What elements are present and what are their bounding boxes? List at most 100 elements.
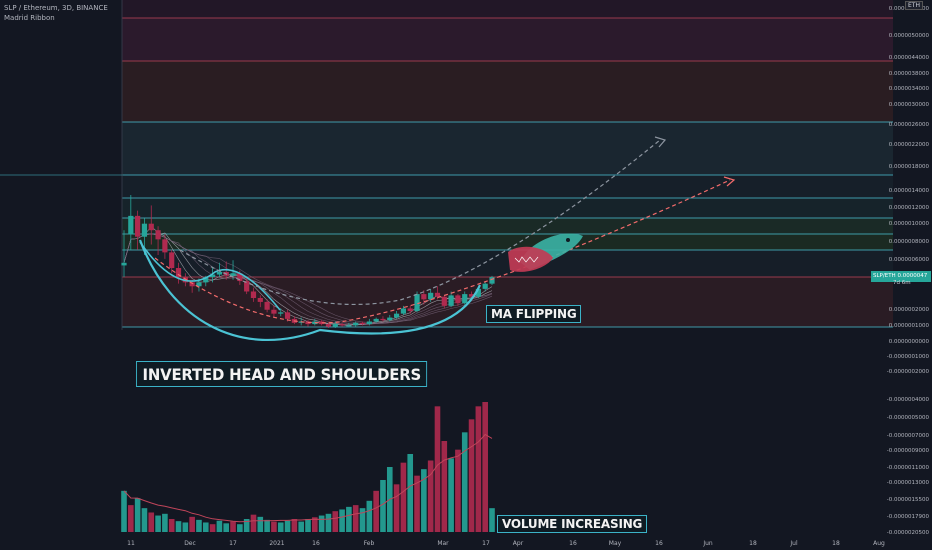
- volume-bar: [162, 513, 168, 532]
- price-tag-label: SLP/ETH: [873, 273, 896, 279]
- candle-body: [359, 322, 366, 325]
- candle-body: [373, 318, 379, 322]
- volume-bar: [257, 516, 264, 532]
- candle: [175, 262, 182, 284]
- candle-body: [175, 268, 182, 278]
- y-tick-label: -0.0000007000: [887, 433, 930, 439]
- candle-body: [128, 215, 134, 235]
- volume-bar: [277, 522, 284, 532]
- y-tick-label: 0.0000050000: [889, 33, 930, 39]
- candle-body: [448, 295, 454, 306]
- volume-bar: [373, 490, 379, 532]
- x-tick-label: Jul: [789, 540, 798, 547]
- x-tick-label: Jun: [702, 540, 713, 547]
- candle: [462, 291, 468, 305]
- candle: [400, 305, 407, 315]
- red-arrowhead: [723, 176, 736, 187]
- horizontal-zones: [0, 0, 893, 330]
- y-tick-label: 0.0000006000: [889, 257, 930, 263]
- candle-body: [189, 282, 195, 287]
- candle-body: [414, 294, 420, 312]
- candle: [428, 288, 434, 302]
- y-tick-label: 0.0000001000: [889, 323, 930, 329]
- candle: [387, 314, 393, 322]
- symbol-header: SLP / Ethereum, 3D, BINANCE: [4, 4, 108, 12]
- candle-body: [230, 273, 236, 276]
- candle: [325, 322, 332, 328]
- candle-body: [271, 309, 277, 314]
- volume-bar: [352, 505, 359, 532]
- ribbon-line: [123, 233, 493, 325]
- x-tick-label: 16: [655, 540, 663, 547]
- candle: [155, 226, 161, 255]
- candle-body: [428, 292, 434, 300]
- y-tick-label: 0.0000008000: [889, 239, 930, 245]
- gray-arrowhead: [654, 136, 667, 148]
- volume-bar: [284, 520, 291, 532]
- volume-bar: [461, 432, 468, 532]
- volume-bar: [346, 506, 352, 532]
- candle-body: [148, 223, 154, 231]
- price-tag-value: 0.0000047: [897, 273, 928, 279]
- candle-body: [441, 296, 447, 306]
- volume-bar: [489, 508, 495, 532]
- x-tick-label: 17: [482, 540, 490, 547]
- red-trend-line: [154, 179, 731, 324]
- candle: [441, 295, 447, 309]
- candle: [421, 290, 427, 305]
- axis-unit-badge[interactable]: ETH: [905, 1, 923, 10]
- price-tag-countdown: 7d 6m: [893, 280, 911, 286]
- candle-body: [257, 298, 263, 302]
- volume-bar: [468, 419, 475, 532]
- volume-bar: [414, 475, 420, 532]
- candle-body: [332, 324, 338, 327]
- candle: [264, 299, 270, 313]
- candle-body: [346, 325, 352, 327]
- candle: [332, 321, 338, 328]
- candle-body: [366, 321, 372, 325]
- candle-body: [284, 312, 291, 319]
- y-tick-label: -0.0000005000: [887, 415, 930, 421]
- volume-bar: [393, 484, 400, 532]
- volume-bar: [155, 515, 161, 532]
- candle-body: [264, 301, 270, 310]
- last-price-tag: SLP/ETH 0.0000047: [871, 271, 931, 282]
- volume-bar: [421, 469, 427, 532]
- volume-bar: [189, 516, 195, 532]
- candle-body: [462, 294, 468, 304]
- candle-body: [141, 223, 148, 237]
- x-tick-label: Aug: [873, 540, 885, 547]
- indicator-label[interactable]: Madrid Ribbon: [4, 14, 55, 22]
- y-tick-label: 0.0000022000: [889, 142, 930, 148]
- volume-bar: [134, 498, 141, 532]
- candle-body: [353, 322, 359, 326]
- volume-ma: [123, 433, 493, 523]
- y-tick-label: -0.0000013000: [887, 480, 930, 486]
- y-tick-label: 0.0000038000: [889, 71, 930, 77]
- volume-bar: [148, 512, 155, 532]
- candle-body: [162, 239, 168, 253]
- y-tick-label: 0.0000002000: [889, 307, 930, 313]
- candle-body: [393, 313, 400, 318]
- x-tick-label: Apr: [513, 540, 524, 547]
- volume-bar: [380, 480, 386, 532]
- candle-body: [196, 282, 202, 287]
- x-tick-label: Mar: [437, 540, 449, 547]
- candle-body: [155, 230, 161, 240]
- candle-body: [278, 312, 284, 314]
- candle-body: [244, 281, 250, 292]
- candle-body: [421, 294, 427, 300]
- candle: [489, 275, 495, 285]
- volume-bar: [223, 523, 230, 532]
- volume-bar: [196, 519, 202, 532]
- candle-body: [216, 271, 223, 275]
- volume-bars: [121, 402, 495, 532]
- y-tick-label: 0.0000000000: [889, 339, 930, 345]
- volume-bar: [141, 508, 148, 532]
- volume-bar: [448, 458, 454, 532]
- candle: [121, 230, 127, 278]
- y-tick-label: 0.0000026000: [889, 122, 930, 128]
- candle: [148, 205, 154, 245]
- y-tick-label: 0.0000044000: [889, 55, 930, 61]
